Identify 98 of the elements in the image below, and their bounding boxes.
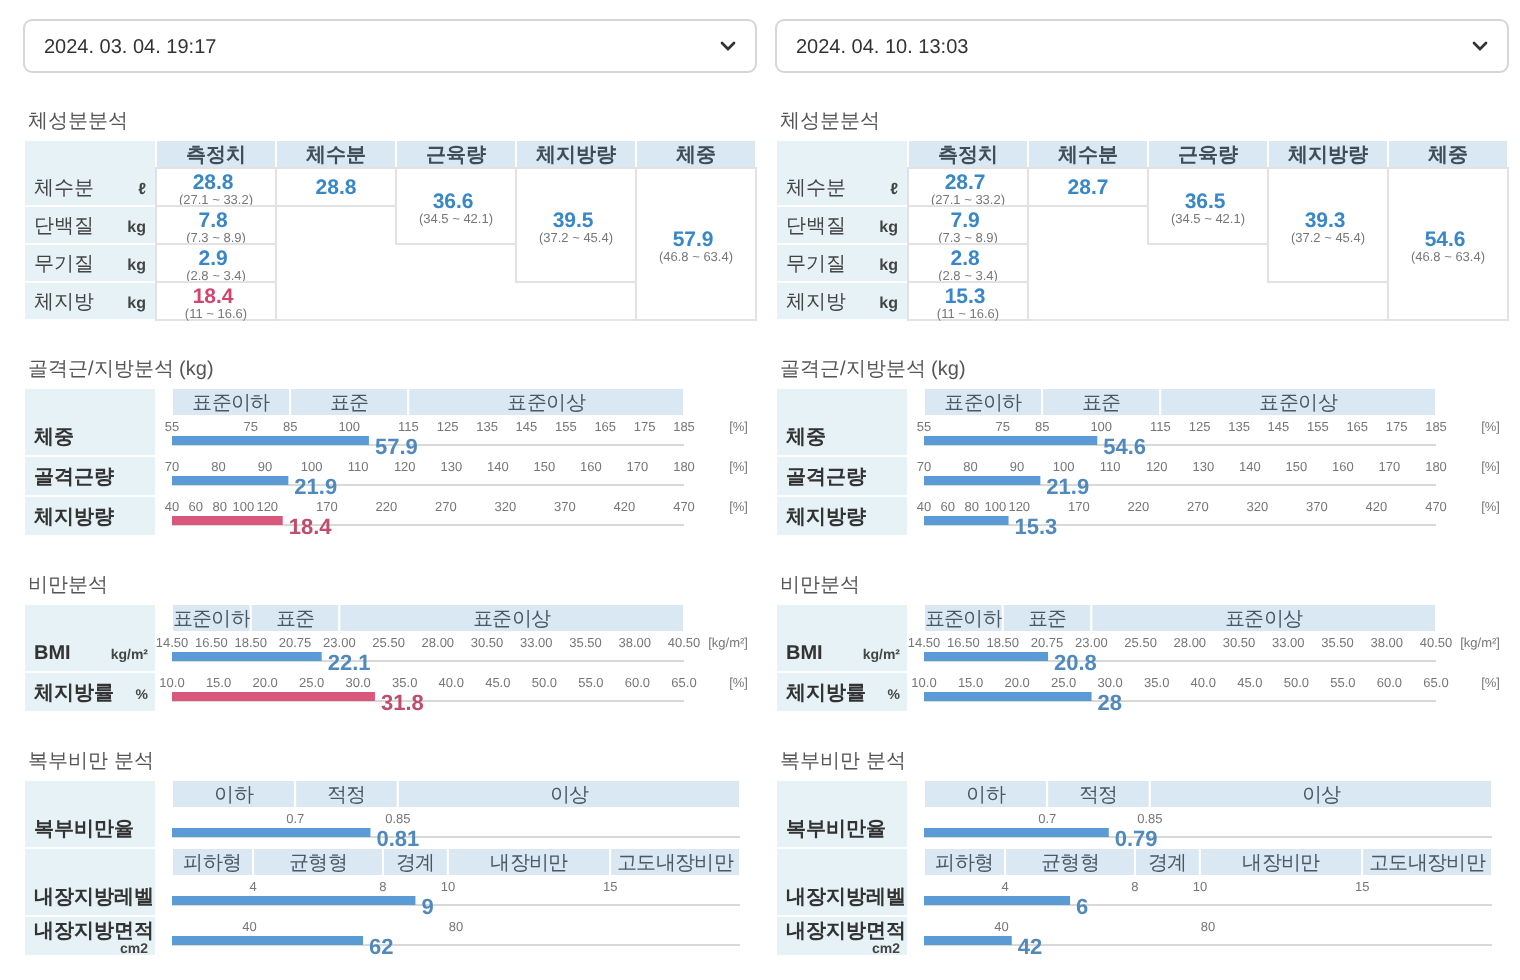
data-label: 0.79: [1114, 828, 1158, 852]
y-tick-label: 체중: [32, 427, 74, 449]
band-label: 표준이하: [172, 609, 251, 631]
category-label: 무기질: [786, 254, 846, 276]
category-label: 체중: [1426, 145, 1468, 167]
category-label: 근육량: [426, 145, 486, 167]
category-label: 체지방량: [534, 145, 616, 167]
band-label: 내장비만: [490, 853, 569, 875]
band-label: 표준이하: [192, 393, 271, 415]
band-label: 이상: [549, 785, 589, 807]
y-tick-label: 체지방률: [32, 683, 114, 705]
text: 2024. 04. 10. 13:03: [796, 37, 970, 59]
band-label: 경계: [396, 853, 435, 875]
category-label: 체수분: [34, 178, 94, 200]
band-label: 균형형: [1040, 853, 1100, 875]
annotation: 15.3: [1014, 516, 1058, 540]
band-label: 이하: [966, 785, 1006, 807]
category-label: 체수분: [304, 145, 366, 167]
category-label: kg: [879, 294, 898, 312]
band-label: 경계: [1148, 853, 1187, 875]
y-tick-label: 복부비만율: [34, 819, 134, 841]
text: 체성분분석: [780, 111, 880, 133]
y-tick-label: 내장지방레벨: [786, 887, 906, 909]
category-label: 단백질: [786, 216, 846, 238]
category-label: 체지방량: [1286, 145, 1368, 167]
y-tick-label: BMI: [34, 643, 72, 665]
category-label: 체수분: [786, 178, 846, 200]
y-tick-label: 복부비만율: [786, 819, 886, 841]
band-label: 적정: [327, 785, 366, 807]
band-label: 표준이상: [472, 609, 552, 631]
band-label: 피하형: [935, 853, 994, 875]
annotation: 18.4: [288, 516, 334, 540]
band-label: 이하: [214, 785, 254, 807]
band-label: 표준이하: [944, 393, 1023, 415]
text: 2024. 03. 04. 19:17: [44, 37, 218, 59]
y-tick-label: 골격근량: [786, 467, 866, 489]
category-label: 단백질: [34, 216, 94, 238]
band-label: 내장비만: [1242, 853, 1321, 875]
band-label: 표준: [1081, 393, 1122, 415]
category-label: 측정치: [186, 145, 246, 167]
band-label: 표준이상: [507, 393, 586, 415]
annotation: 57.9: [374, 436, 418, 460]
category-label: kg: [127, 218, 146, 236]
data-label: 9: [421, 896, 434, 920]
chart-title: 복부비만 분석: [28, 751, 154, 773]
text: 28.7: [1067, 176, 1109, 200]
data-label: 42: [1017, 936, 1043, 960]
band-label: 균형형: [288, 853, 348, 875]
category-label: 무기질: [34, 254, 94, 276]
annotation: 21.9: [1046, 476, 1090, 500]
band-label: 표준: [329, 393, 370, 415]
y-tick-label: BMI: [786, 643, 824, 665]
category-label: kg: [879, 218, 898, 236]
band-label: 표준: [275, 609, 316, 631]
category-label: 근육량: [1178, 145, 1238, 167]
y-tick-label: 내장지방레벨: [34, 887, 154, 909]
category-label: kg: [127, 256, 146, 274]
y-tick-label: 체지방률: [784, 683, 866, 705]
band-label: 적정: [1079, 785, 1118, 807]
category-label: 체지방: [786, 292, 846, 314]
text: 체성분분석: [28, 111, 128, 133]
band-label: 표준이하: [924, 609, 1003, 631]
text: 28.8: [315, 176, 357, 200]
band-label: 고도내장비만: [1368, 853, 1486, 875]
y-tick-label: 체지방량: [32, 507, 114, 529]
category-label: 체수분: [1056, 145, 1118, 167]
category-label: 체지방: [34, 292, 94, 314]
data-label: 62: [369, 936, 394, 960]
chart-title: 비만분석: [28, 575, 108, 597]
annotation: 21.9: [294, 476, 338, 500]
band-label: 표준이상: [1259, 393, 1338, 415]
category-label: kg: [127, 294, 146, 312]
category-label: ℓ: [138, 180, 146, 198]
chart-title: 복부비만 분석: [780, 751, 906, 773]
y-tick-label: 체중: [784, 427, 826, 449]
y-tick-label: 내장지방면적: [786, 921, 906, 943]
data-label: 6: [1076, 896, 1089, 920]
category-label: 측정치: [938, 145, 998, 167]
band-label: 표준이상: [1224, 609, 1304, 631]
chart-title: 골격근/지방분석 (kg): [780, 359, 966, 381]
data-label: 28: [1097, 692, 1123, 716]
band-label: 이상: [1301, 785, 1341, 807]
y-tick-label: 체지방량: [784, 507, 866, 529]
annotation: 54.6: [1103, 436, 1147, 460]
data-label: 31.8: [380, 692, 424, 716]
y-tick-label: 골격근량: [34, 467, 114, 489]
category-label: 체중: [674, 145, 716, 167]
data-label: 22.1: [327, 652, 371, 676]
band-label: 고도내장비만: [616, 853, 734, 875]
y-tick-label: 내장지방면적: [34, 921, 154, 943]
data-label: 20.8: [1054, 652, 1097, 676]
category-label: ℓ: [890, 180, 898, 198]
chart-title: 비만분석: [780, 575, 860, 597]
band-label: 피하형: [183, 853, 242, 875]
chart-title: 골격근/지방분석 (kg): [28, 359, 214, 381]
band-label: 표준: [1027, 609, 1068, 631]
data-label: 0.81: [376, 828, 420, 852]
category-label: kg: [879, 256, 898, 274]
